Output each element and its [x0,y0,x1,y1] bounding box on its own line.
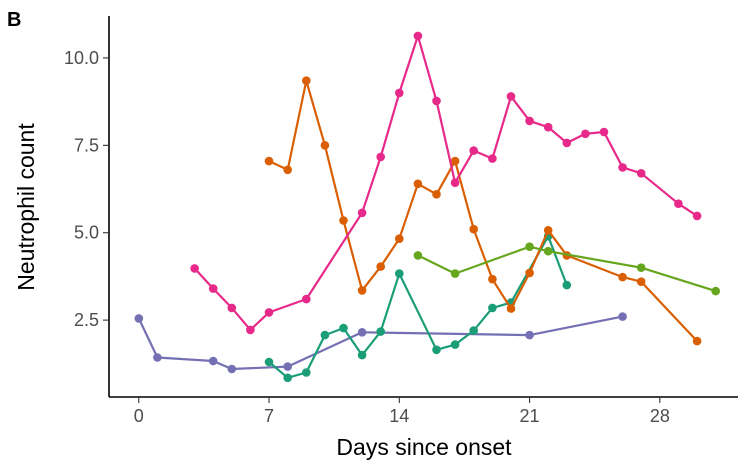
data-point [618,163,627,172]
y-tick-label: 5.0 [74,223,99,243]
data-point [283,374,292,383]
x-tick-label: 21 [520,406,540,426]
data-point [507,92,516,101]
x-tick-label: 28 [650,406,670,426]
data-point [674,199,683,208]
data-point [209,357,218,366]
data-point [693,212,702,221]
data-point [358,328,367,337]
series-3 [265,76,702,345]
data-point [339,324,348,333]
data-point [432,190,441,199]
data-point [209,284,218,293]
data-point [432,97,441,106]
data-point [469,326,478,335]
data-point [618,312,627,321]
data-point [637,169,646,178]
data-point [469,225,478,234]
data-point [693,337,702,346]
data-point [395,269,404,278]
data-point [544,123,553,132]
data-point [246,326,255,335]
data-point [376,262,385,271]
data-point [358,209,367,218]
data-point [265,308,274,317]
data-point [414,180,423,189]
series-4 [190,32,701,335]
data-point [451,157,460,166]
data-point [563,139,572,148]
data-point [321,141,330,150]
x-tick-label: 7 [264,406,274,426]
data-point [525,269,534,278]
data-point [544,247,553,256]
data-point [135,314,144,323]
series-group [135,32,721,383]
x-axis-title: Days since onset [336,434,512,460]
data-point [228,365,237,374]
data-point [525,331,534,340]
data-point [153,353,162,362]
data-point [563,281,572,290]
data-point [637,263,646,272]
panel-tag: B [7,9,21,31]
data-point [618,273,627,282]
y-tick-label: 10.0 [64,48,99,68]
data-point [283,166,292,175]
data-point [711,287,720,296]
data-point [414,251,423,260]
data-point [637,277,646,286]
data-point [488,304,497,313]
series-1 [135,312,627,373]
data-point [414,32,423,41]
data-point [321,331,330,340]
data-point [488,154,497,163]
data-point [451,340,460,349]
data-point [544,226,553,235]
x-tick-label: 14 [389,406,409,426]
data-point [358,286,367,295]
axis-ticks: 0 7 14 21 28 2.5 5.0 7.5 10.0 [64,48,670,426]
data-point [283,362,292,371]
data-point [451,178,460,187]
data-point [395,234,404,243]
series-line [195,36,697,330]
data-point [358,351,367,360]
data-point [395,89,404,98]
data-point [302,368,311,377]
data-point [507,304,516,313]
data-point [228,304,237,313]
data-point [265,358,274,367]
data-point [339,216,348,225]
x-tick-label: 0 [134,406,144,426]
y-axis-title: Neutrophil count [13,123,39,291]
y-tick-label: 2.5 [74,310,99,330]
data-point [432,346,441,355]
data-point [600,128,609,137]
data-point [376,153,385,162]
data-point [190,264,199,273]
data-point [469,146,478,155]
data-point [451,269,460,278]
data-point [376,327,385,336]
series-line [269,81,697,341]
data-point [488,275,497,284]
data-point [525,242,534,251]
y-tick-label: 7.5 [74,135,99,155]
data-point [525,117,534,126]
data-point [581,130,590,139]
data-point [302,295,311,304]
data-point [302,76,311,85]
data-point [265,157,274,166]
